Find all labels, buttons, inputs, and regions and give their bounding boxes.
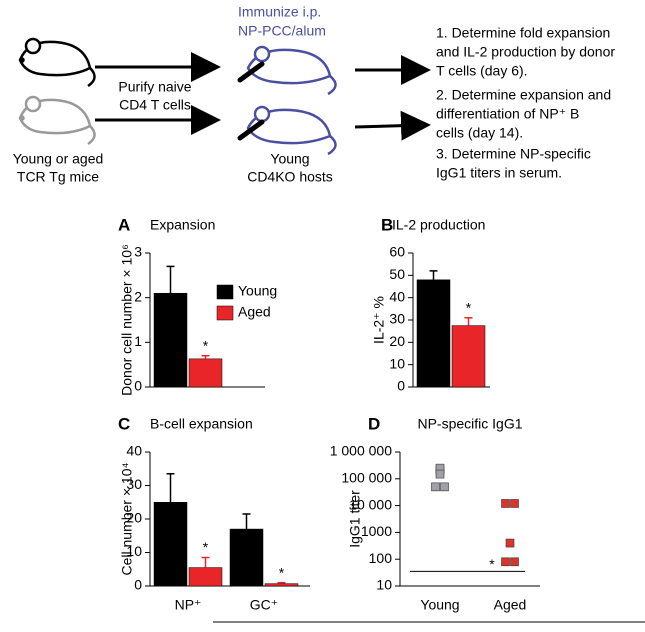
panel-letter: C [118,414,130,433]
x-tick-label: NP⁺ [175,597,202,613]
step: 1. Determine fold expansion [436,25,610,41]
donor-label: Young or aged [13,151,104,167]
point [510,557,519,567]
bar [264,583,299,587]
y-tick-label: 0 [397,378,405,394]
host-mouse-2 [246,105,337,156]
y-tick-label: 10 [126,543,142,559]
host-label: Young [270,151,309,167]
host-label: CD4KO hosts [247,169,333,185]
y-tick-label: 10 [389,355,405,371]
point [501,557,510,567]
y-tick-label: 1 [134,333,142,349]
y-tick-label: 30 [389,311,405,327]
y-tick-label: 30 [126,476,142,492]
y-tick-label: 3 [134,244,142,260]
step: 2. Determine expansion and [436,87,611,103]
y-axis-label: Cell number × 10⁴ [119,462,135,575]
donor-mouse-young [18,37,96,88]
panel-letter: A [118,215,130,234]
panel-letter: B [381,215,393,234]
bar [188,567,223,587]
step: and IL-2 production by donor [436,44,615,60]
point [501,499,510,508]
y-tick-label: 50 [389,266,405,282]
y-tick-label: 10 [376,577,392,593]
point [435,469,445,479]
step: differentiation of NP⁺ B [436,106,579,122]
bar [188,358,223,388]
y-tick-label: 40 [389,288,405,304]
arrows [95,52,431,141]
chart-title: Expansion [150,217,215,233]
syringes [237,61,265,141]
y-tick-label: 20 [389,333,405,349]
significance: * [203,337,209,353]
significance: * [203,539,209,555]
significance: * [279,564,285,580]
y-tick-label: 2 [134,288,142,304]
y-tick-label: 1000 [361,523,392,539]
step: IgG1 titers in serum. [436,165,562,181]
legend-swatch [216,284,234,300]
y-tick-label: 60 [389,244,405,260]
bar [229,528,264,587]
chart-title: B-cell expansion [150,416,253,432]
y-tick-label: 10 000 [349,496,392,512]
x-tick-label: Aged [494,597,527,613]
y-axis-label: IgG1 titer [347,490,363,548]
immunize-label: NP-PCC/alum [238,23,326,39]
point [510,499,519,508]
point [440,482,449,492]
y-tick-label: 0 [134,378,142,394]
chart-title: IL-2 production [392,217,485,233]
purify-label: Purify naive [118,79,191,95]
point [505,538,515,548]
y-axis-label: Donor cell number × 10⁶ [119,244,135,396]
y-axis-label: IL-2⁺ % [371,296,387,344]
x-tick-label: GC⁺ [250,597,278,613]
y-tick-label: 0 [134,577,142,593]
immunize-label: Immunize i.p. [238,4,321,20]
legend-label: Young [238,283,277,299]
legend-label: Aged [238,304,271,320]
x-tick-label: Young [420,597,459,613]
bar [451,325,486,388]
purify-label: CD4 T cells [119,97,191,113]
step: 3. Determine NP-specific [436,146,591,162]
donor-label: TCR Tg mice [17,169,99,185]
legend-swatch [216,305,234,321]
significance: * [489,556,495,572]
step: T cells (day 6). [436,63,528,79]
point [431,482,440,492]
bar [153,502,188,587]
panel-letter: D [368,414,380,433]
step: cells (day 14). [436,125,523,141]
y-tick-label: 100 [369,550,393,566]
chart-title: NP-specific IgG1 [417,416,522,432]
donor-mouse-aged [18,95,96,146]
significance: * [466,299,472,315]
bar [416,279,451,388]
y-tick-label: 40 [126,443,142,459]
host-mouse-1 [246,45,337,96]
bar [153,292,188,388]
y-tick-label: 100 000 [341,470,392,486]
y-tick-label: 20 [126,510,142,526]
y-tick-label: 1 000 000 [330,443,392,459]
